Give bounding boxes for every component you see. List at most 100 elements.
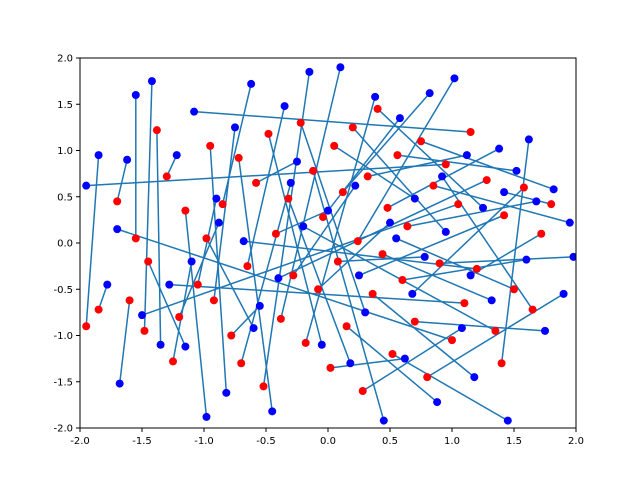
end-point xyxy=(103,280,112,289)
start-point xyxy=(454,200,463,209)
end-point xyxy=(438,172,447,181)
end-point xyxy=(123,155,132,164)
x-tick-label: 1.5 xyxy=(506,436,522,447)
start-point xyxy=(497,359,506,368)
segment-line xyxy=(221,83,252,205)
end-point xyxy=(462,151,471,160)
start-point xyxy=(181,206,190,215)
segment-line xyxy=(337,256,425,263)
end-point xyxy=(379,416,388,425)
y-tick-label: 0.0 xyxy=(57,239,73,250)
end-point xyxy=(524,135,533,144)
end-point xyxy=(400,354,409,363)
start-point xyxy=(264,129,273,138)
end-point xyxy=(222,388,231,397)
start-point xyxy=(314,285,323,294)
end-point xyxy=(187,257,196,266)
start-point xyxy=(234,153,243,162)
end-point xyxy=(503,416,512,425)
segment-line xyxy=(300,122,366,313)
end-point xyxy=(324,206,332,215)
start-point xyxy=(363,172,372,181)
x-tick-label: 0.0 xyxy=(320,436,336,447)
end-point xyxy=(371,92,380,101)
end-point xyxy=(500,188,509,197)
end-point xyxy=(214,218,223,227)
start-point xyxy=(368,289,377,298)
start-point xyxy=(448,336,456,345)
start-point xyxy=(348,123,357,132)
start-point xyxy=(510,285,518,294)
start-point xyxy=(378,250,387,259)
segment-line xyxy=(116,228,453,341)
end-point xyxy=(487,296,496,305)
end-point xyxy=(532,197,541,206)
end-point xyxy=(565,218,574,227)
y-tick-label: -1.5 xyxy=(53,377,73,388)
start-point xyxy=(237,359,246,368)
start-point xyxy=(227,331,236,340)
x-tick-label: -1.0 xyxy=(194,436,214,447)
end-point xyxy=(293,157,301,166)
segment-line xyxy=(377,108,484,209)
segment-line xyxy=(118,300,131,384)
end-point xyxy=(181,342,190,351)
segment-line xyxy=(116,159,128,202)
segment-line xyxy=(414,320,546,332)
segment-line xyxy=(169,283,465,304)
segment-line xyxy=(357,77,456,242)
start-point xyxy=(202,234,211,243)
end-point xyxy=(351,181,360,190)
start-point xyxy=(388,350,397,358)
start-point xyxy=(218,200,227,209)
segment-line xyxy=(411,186,525,295)
end-point xyxy=(255,301,264,310)
end-point xyxy=(165,280,174,289)
start-point xyxy=(193,280,202,289)
segment-line xyxy=(395,237,515,290)
end-point xyxy=(386,218,394,227)
segment-line xyxy=(178,222,220,318)
start-point xyxy=(466,128,475,136)
start-point xyxy=(537,229,546,238)
y-tick-label: 2.0 xyxy=(57,54,73,65)
end-point xyxy=(466,271,475,280)
end-point xyxy=(541,326,549,335)
start-point xyxy=(206,141,215,150)
start-point xyxy=(94,305,103,314)
start-point xyxy=(482,176,491,185)
end-point xyxy=(495,144,504,153)
start-point xyxy=(398,276,407,284)
segment-line xyxy=(141,203,459,316)
points-layer xyxy=(82,63,576,425)
segment-line xyxy=(304,96,376,344)
start-point xyxy=(417,137,425,146)
end-point xyxy=(569,252,576,261)
segment-line xyxy=(267,133,323,345)
start-point xyxy=(383,203,392,212)
start-point xyxy=(547,200,556,209)
end-point xyxy=(450,74,459,83)
start-point xyxy=(289,271,298,280)
end-point xyxy=(239,237,248,246)
segment-line xyxy=(213,127,236,301)
end-point xyxy=(82,181,91,190)
start-point xyxy=(113,197,122,206)
end-point xyxy=(305,67,314,76)
segment-line xyxy=(470,233,542,277)
segment-line xyxy=(346,325,438,403)
end-point xyxy=(212,194,221,203)
end-point xyxy=(280,102,289,111)
segment-line xyxy=(382,253,492,302)
start-point xyxy=(423,373,432,382)
segment-line xyxy=(205,238,255,329)
y-tick-label: -1.0 xyxy=(53,331,73,342)
end-point xyxy=(470,373,479,382)
start-point xyxy=(125,296,134,305)
segment-line xyxy=(333,145,416,200)
start-point xyxy=(326,363,335,372)
end-point xyxy=(355,271,363,280)
end-point xyxy=(94,151,103,160)
end-point xyxy=(274,274,283,283)
